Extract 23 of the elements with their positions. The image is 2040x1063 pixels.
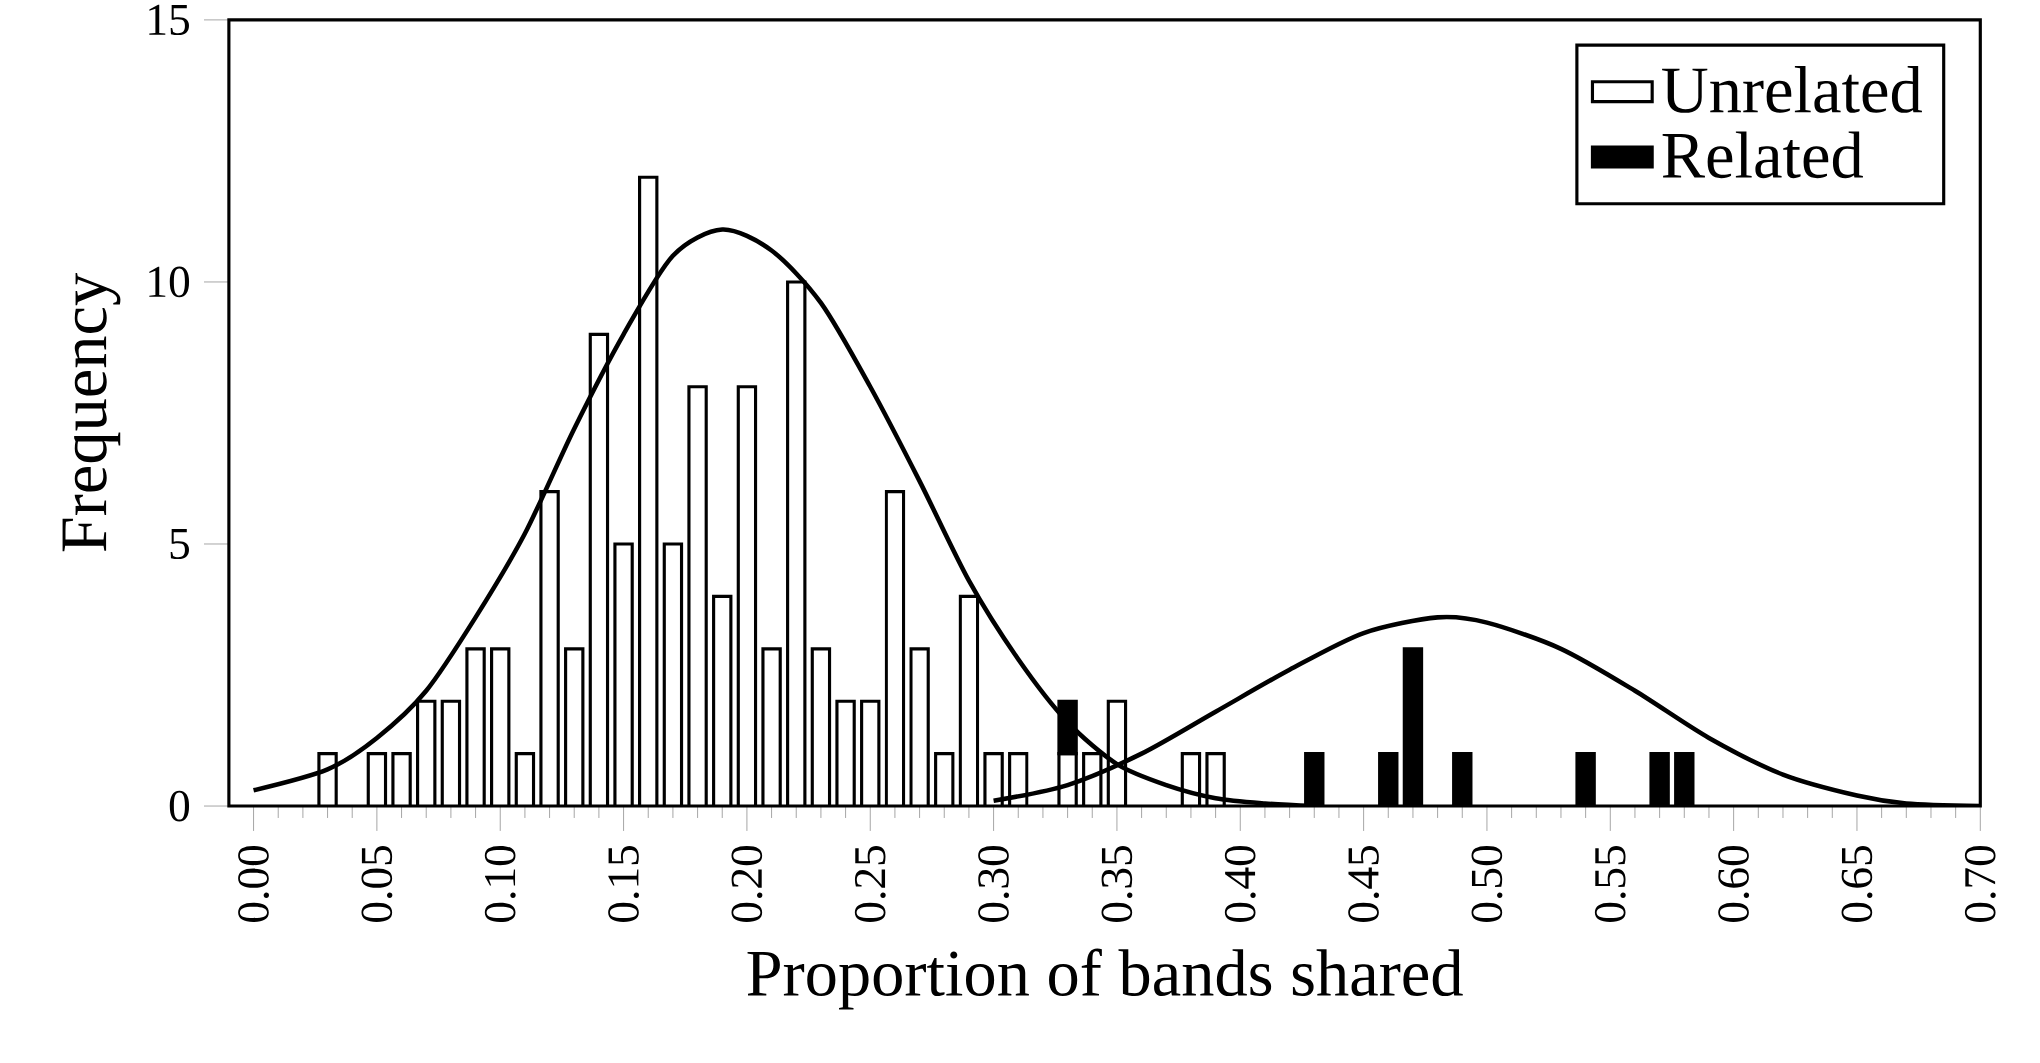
x-tick-label: 0.10	[484, 846, 516, 923]
x-tick-label: 0.00	[238, 846, 270, 923]
x-tick-label: 0.30	[978, 846, 1010, 923]
x-tick-label: 0.70	[1964, 846, 1996, 923]
y-tick-label: 5	[170, 528, 189, 560]
x-axis-title: Proportion of bands shared	[747, 948, 1463, 1010]
legend-label: Unrelated	[1662, 66, 1922, 113]
x-tick-label: 0.65	[1841, 846, 1873, 923]
x-tick-label: 0.40	[1224, 846, 1256, 923]
legend-label: Related	[1662, 131, 1863, 179]
y-axis-title: Frequency	[62, 273, 121, 552]
y-tick-label: 0	[169, 790, 190, 822]
x-tick-label: 0.45	[1348, 846, 1380, 923]
y-tick-label: 15	[149, 4, 189, 36]
x-tick-label: 0.55	[1594, 846, 1626, 923]
x-tick-label: 0.05	[361, 846, 393, 923]
y-tick-label: 10	[149, 266, 190, 298]
x-tick-label: 0.25	[854, 846, 886, 923]
x-tick-label: 0.60	[1718, 846, 1750, 923]
x-tick-label: 0.15	[608, 846, 640, 923]
x-tick-label: 0.35	[1101, 846, 1133, 923]
x-tick-label: 0.50	[1471, 846, 1503, 923]
x-tick-label: 0.20	[731, 846, 763, 923]
